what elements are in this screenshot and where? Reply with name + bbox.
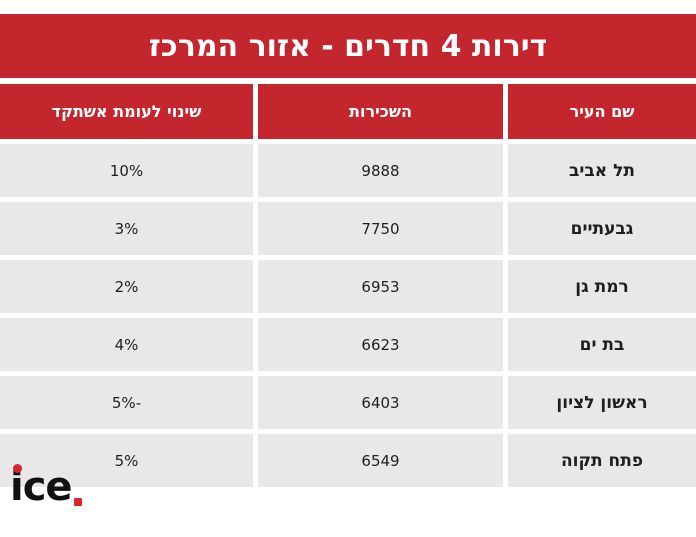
table-header-row: שם העיר השכירות שינוי לעומת אשתקד: [0, 84, 696, 139]
rent-cell: 7750: [258, 202, 503, 255]
rent-cell: 6403: [258, 376, 503, 429]
change-cell: 2%: [0, 260, 253, 313]
city-cell: בת ים: [508, 318, 696, 371]
column-header-change: שינוי לעומת אשתקד: [0, 84, 253, 139]
table-row: פתח תקוה 6549 5%: [0, 434, 696, 487]
city-cell: רמת גן: [508, 260, 696, 313]
change-cell: 4%: [0, 318, 253, 371]
city-cell: תל אביב: [508, 144, 696, 197]
city-cell: פתח תקוה: [508, 434, 696, 487]
city-cell: ראשון לציון: [508, 376, 696, 429]
change-cell: 3%: [0, 202, 253, 255]
table-row: תל אביב 9888 10%: [0, 144, 696, 197]
column-header-rent: השכירות: [258, 84, 503, 139]
rent-cell: 6953: [258, 260, 503, 313]
rent-cell: 6549: [258, 434, 503, 487]
rent-cell: 6623: [258, 318, 503, 371]
ice-logo: ice: [10, 462, 82, 512]
table-title: דירות 4 חדרים - אזור המרכז: [0, 14, 696, 78]
city-cell: גבעתיים: [508, 202, 696, 255]
rent-cell: 9888: [258, 144, 503, 197]
change-cell: -5%: [0, 376, 253, 429]
table-row: גבעתיים 7750 3%: [0, 202, 696, 255]
logo-period-dot: [74, 498, 82, 506]
change-cell: 10%: [0, 144, 253, 197]
rent-table: שם העיר השכירות שינוי לעומת אשתקד תל אבי…: [0, 84, 696, 487]
logo-i-dot: [13, 464, 22, 473]
table-row: רמת גן 6953 2%: [0, 260, 696, 313]
change-cell: 5%: [0, 434, 253, 487]
table-row: בת ים 6623 4%: [0, 318, 696, 371]
table-row: ראשון לציון 6403 -5%: [0, 376, 696, 429]
column-header-city: שם העיר: [508, 84, 696, 139]
